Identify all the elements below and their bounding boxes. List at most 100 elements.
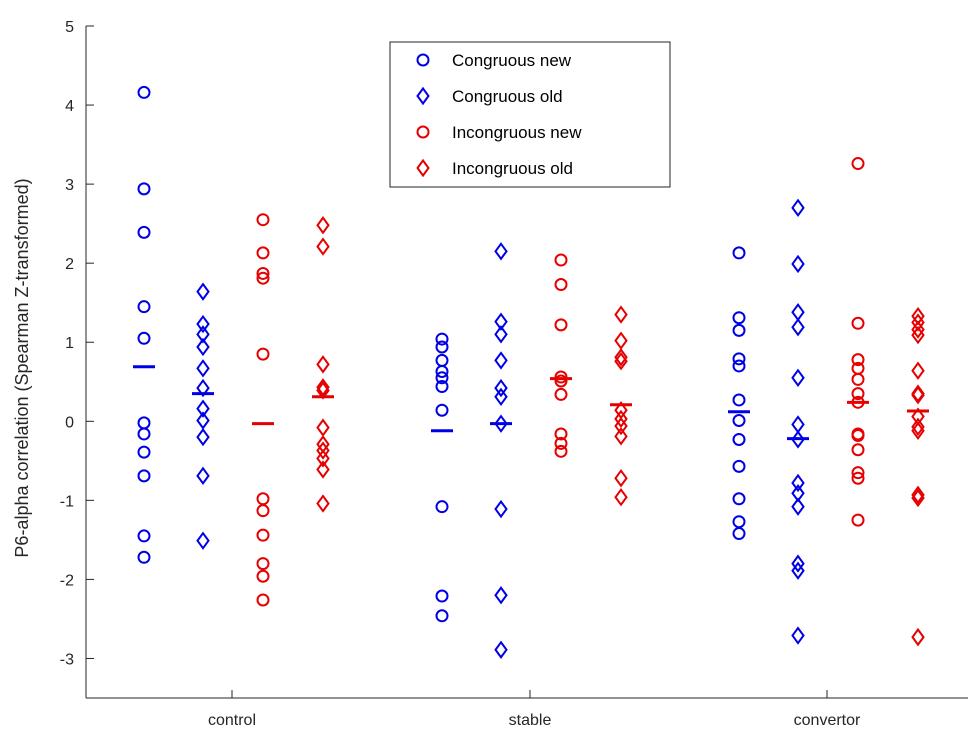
data-point [554,436,568,450]
y-tick-label: -1 [60,493,74,510]
x-tick-label-convertor: convertor [794,712,861,729]
data-point [614,427,628,446]
data-point [732,246,746,260]
data-point [851,466,865,480]
data-point [791,626,805,645]
y-tick-label: 0 [65,414,74,431]
data-point [256,528,270,542]
data-point [435,380,449,394]
legend-item: Congruous old [416,86,563,106]
data-point [911,421,925,440]
legend-box [389,41,671,188]
series-congruous-new [133,85,750,623]
data-point [732,432,746,446]
x-tick-label-control: control [208,712,256,729]
legend-item: Incongruous old [416,158,573,178]
legend-item: Incongruous new [416,123,582,142]
data-point [196,399,210,418]
data-point [851,429,865,443]
data-point [137,427,151,441]
data-point [614,352,628,371]
data-point [851,157,865,171]
data-point [851,387,865,401]
data-point [137,225,151,239]
data-point [316,216,330,235]
data-point [196,359,210,378]
data-point [256,557,270,571]
y-tick-label: 1 [65,335,74,352]
data-point [494,312,508,331]
legend-label: Congruous new [452,51,572,70]
data-point [791,561,805,580]
data-point [732,352,746,366]
data-point [614,348,628,367]
y-tick-label: 5 [65,19,74,36]
data-point [554,370,568,384]
legend-marker [416,125,430,139]
data-point [732,393,746,407]
data-point [256,593,270,607]
data-point [316,494,330,513]
data-point [791,473,805,493]
data-point [851,443,865,457]
data-point [196,427,210,447]
data-point [614,409,628,429]
data-point [137,529,151,543]
data-point [851,513,865,527]
data-point [494,640,508,659]
data-point [196,282,210,301]
data-point [494,387,508,406]
data-point [851,353,865,367]
data-point [614,487,628,507]
legend-label: Incongruous new [452,123,582,142]
data-point [732,359,746,373]
legend-marker [416,53,430,67]
data-point [791,198,805,218]
data-point [196,337,210,357]
data-point [256,266,270,280]
data-point [316,441,330,460]
legend-marker [416,158,430,178]
data-point [732,492,746,506]
data-point [256,246,270,260]
data-point [911,320,925,339]
data-point [494,325,508,344]
y-tick-label: -3 [60,651,74,668]
data-point [316,237,330,256]
data-point [137,85,151,99]
data-point [435,364,449,378]
data-point [911,417,925,437]
data-point [554,374,568,388]
data-point [494,351,508,370]
data-point [614,469,628,488]
data-point [732,311,746,325]
data-point [791,497,805,516]
x-tick-label-stable: stable [509,712,552,729]
y-axis-label: P6-alpha correlation (Spearman Z-transfo… [12,178,32,557]
data-point [137,300,151,314]
data-point [554,253,568,267]
data-point [256,569,270,583]
data-point [851,372,865,386]
data-point [494,499,508,519]
data-point [494,242,508,261]
data-point [791,254,805,274]
data-point [911,627,925,647]
data-point [435,589,449,603]
y-tick-label: 4 [65,98,74,115]
data-point [137,445,151,459]
data-point [494,414,508,433]
data-point [732,459,746,473]
axes: -3 -2 -1 0 1 2 3 4 5 control stable convertor P6-alp… [12,19,968,729]
data-point [316,449,330,468]
data-point [435,609,449,623]
data-point [316,378,330,397]
data-point [256,504,270,518]
data-point [911,386,925,405]
data-point [554,387,568,401]
data-point [791,554,805,573]
data-point [851,316,865,330]
data-point [791,430,805,449]
data-point [554,318,568,332]
